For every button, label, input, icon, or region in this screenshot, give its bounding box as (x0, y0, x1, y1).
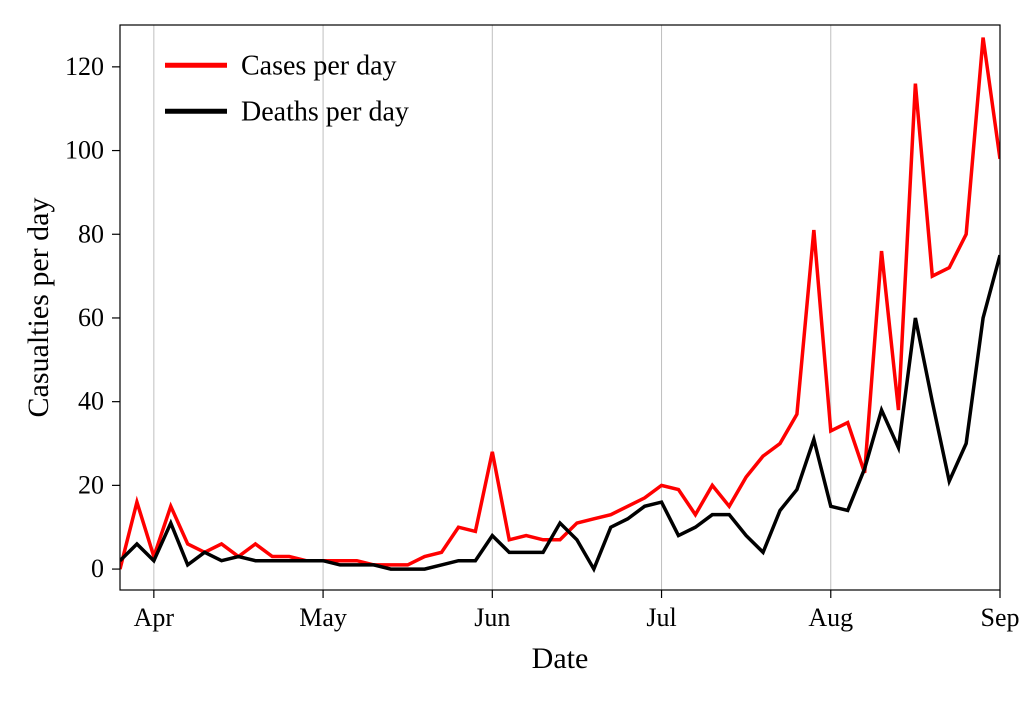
line-chart: Apr May Jun Jul Aug Sep 0 20 40 60 80 100 120 Date Cas… (0, 0, 1024, 715)
y-tick-label: 0 (91, 554, 104, 583)
y-tick-label: 100 (65, 136, 104, 165)
x-tick-label: Jul (646, 603, 676, 632)
legend-label: Cases per day (241, 50, 397, 81)
y-tick-label: 60 (78, 303, 104, 332)
x-axis-label: Date (532, 642, 589, 675)
x-tick-label: Aug (808, 603, 853, 632)
y-axis-label: Casualties per day (22, 198, 55, 418)
y-tick-label: 120 (65, 52, 104, 81)
y-tick-label: 20 (78, 470, 104, 499)
x-tick-label: Sep (981, 603, 1020, 632)
x-tick-label: May (299, 603, 347, 632)
y-tick-label: 40 (78, 387, 104, 416)
legend-label: Deaths per day (241, 96, 409, 127)
x-tick-label: Apr (134, 603, 175, 632)
chart-container: Apr May Jun Jul Aug Sep 0 20 40 60 80 100 120 Date Cas… (0, 0, 1024, 715)
x-tick-label: Jun (474, 603, 510, 632)
y-tick-label: 80 (78, 219, 104, 248)
